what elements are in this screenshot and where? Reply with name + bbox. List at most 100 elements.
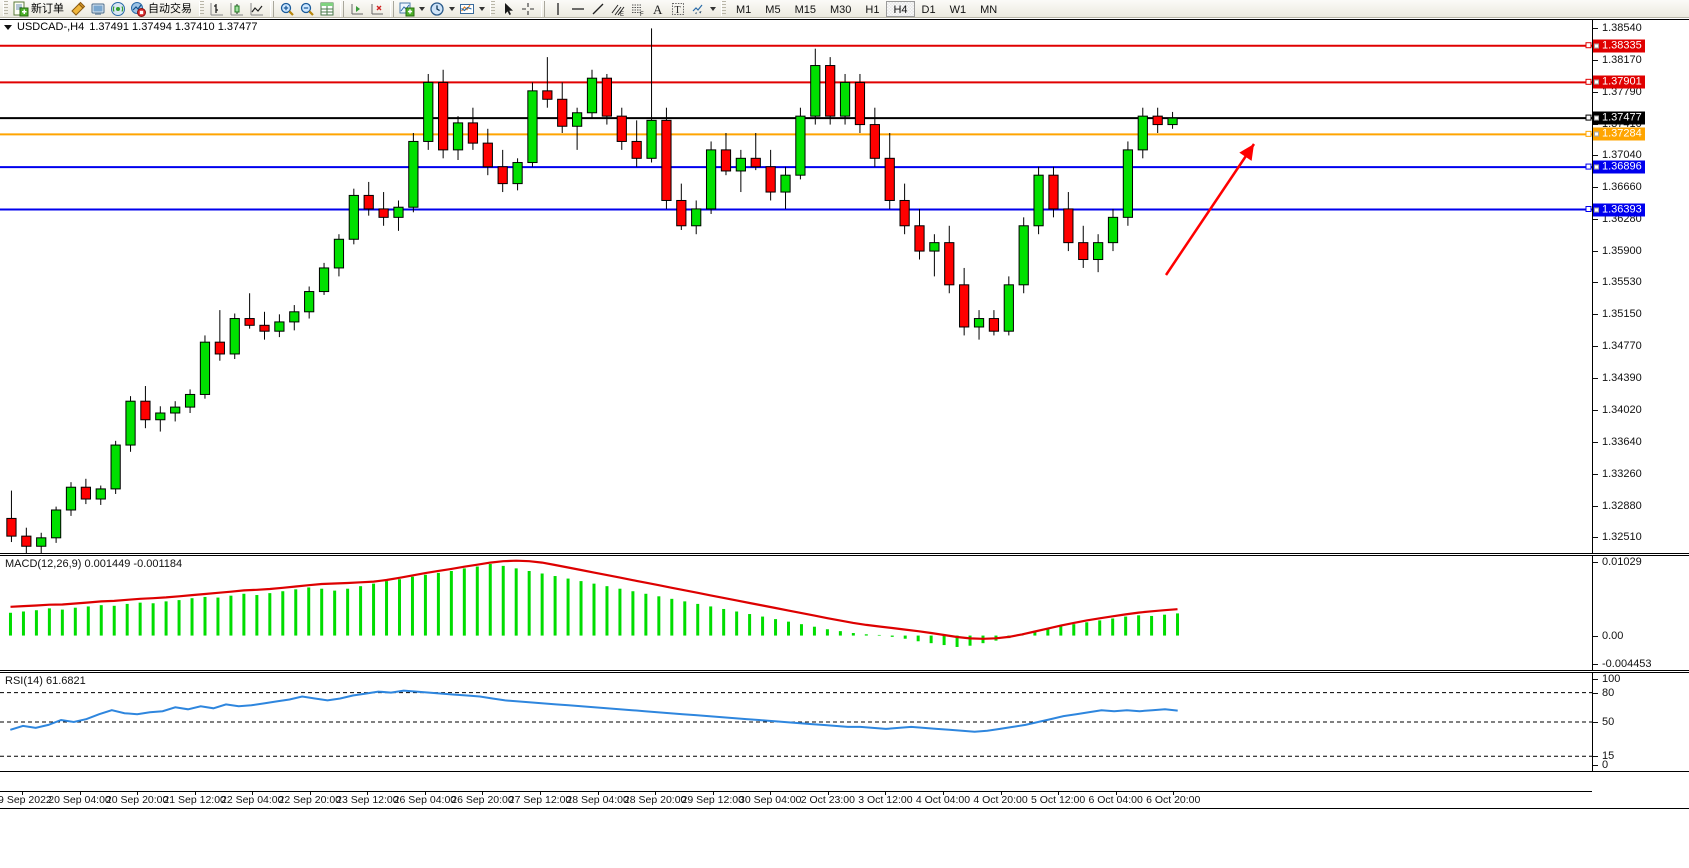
candle-body	[1107, 216, 1119, 244]
support-tag-1[interactable]: 1.36896	[1593, 160, 1645, 174]
support-tag-1-knob	[1594, 164, 1599, 170]
indicators-chevron-down-icon[interactable]	[419, 6, 425, 11]
fibonacci-tool[interactable]: F	[628, 0, 648, 18]
vertical-line-tool[interactable]	[548, 0, 568, 18]
price-tick: 1.34390	[1593, 372, 1642, 384]
templates-chevron-down-icon[interactable]	[479, 6, 485, 11]
time-tick-mark	[367, 792, 369, 795]
resistance-tag-1[interactable]: 1.38335	[1593, 39, 1645, 53]
data-window-button[interactable]	[317, 0, 337, 18]
macd-scale[interactable]: 0.01029 0.00 -0.004453	[1592, 556, 1689, 670]
rsi-tick: 15	[1593, 750, 1614, 762]
candle-body	[36, 537, 47, 547]
indicators-button[interactable]	[397, 0, 417, 18]
metaeditor-button[interactable]	[68, 0, 88, 18]
rsi-scale[interactable]: 100 80 50 15 0	[1592, 673, 1689, 771]
templates-button[interactable]	[457, 0, 477, 18]
timeframe-m30[interactable]: M30	[829, 3, 852, 16]
price-tick: 1.36660	[1593, 181, 1642, 193]
resistance-tag-2[interactable]: 1.37901	[1593, 75, 1645, 89]
candle-body	[1078, 242, 1089, 261]
periods-button[interactable]	[427, 0, 447, 18]
timeframe-w1[interactable]: W1	[949, 3, 967, 16]
clock-icon	[429, 1, 445, 17]
trendline-tool[interactable]	[588, 0, 608, 18]
candle-body	[199, 341, 211, 395]
macd-plot-area[interactable]	[0, 556, 1592, 670]
line-chart-button[interactable]	[247, 0, 267, 18]
terminal-icon	[90, 1, 106, 17]
time-tick-label: 22 Sep 04:00	[220, 794, 284, 806]
pivot-tag[interactable]: 1.37284	[1593, 127, 1645, 141]
candle-body	[467, 122, 479, 144]
last-price-line-knob[interactable]	[1585, 114, 1592, 121]
time-tick-mark	[827, 792, 829, 795]
toolbar-grip-3[interactable]	[490, 1, 495, 16]
time-tick-label: 21 Sep 12:00	[163, 794, 226, 806]
resistance-line-2-knob[interactable]	[1585, 78, 1592, 85]
bar-chart-icon	[209, 1, 225, 17]
cursor-tool[interactable]	[498, 0, 518, 18]
rsi-plot-area[interactable]	[0, 673, 1592, 771]
new-order-icon	[13, 1, 29, 17]
terminal-button[interactable]	[88, 0, 108, 18]
bullish-arrow[interactable]	[1164, 143, 1256, 276]
new-order-button[interactable]: 新订单	[11, 0, 68, 18]
signals-button[interactable]	[108, 0, 128, 18]
chart-container[interactable]: 1.385401.381701.377901.374101.370401.366…	[0, 19, 1689, 868]
auto-scroll-button[interactable]	[347, 0, 367, 18]
symbol-ohlc: 1.37491 1.37494 1.37410 1.37477	[89, 21, 258, 33]
support-tag-2-text: 1.36393	[1602, 203, 1642, 215]
candlestick-chart-button[interactable]	[227, 0, 247, 18]
timeframe-mn[interactable]: MN	[980, 3, 998, 16]
price-plot-area[interactable]	[0, 20, 1592, 553]
candle-body	[988, 318, 1000, 332]
time-tick-mark	[540, 792, 542, 795]
time-tick-label: 26 Sep 04:00	[393, 794, 457, 806]
auto-trading-button[interactable]: 自动交易	[128, 0, 196, 18]
toolbar-grip-4[interactable]	[721, 1, 726, 16]
shapes-tool[interactable]	[688, 0, 708, 18]
chart-menu-caret-icon[interactable]	[4, 24, 12, 30]
text-label-tool[interactable]: T	[668, 0, 688, 18]
candle-body	[452, 122, 464, 151]
macd-pane[interactable]: MACD(12,26,9) 0.001449 -0.001184 0.01029…	[0, 555, 1689, 671]
last-price-tag[interactable]: 1.37477	[1593, 111, 1645, 125]
support-line-2-knob[interactable]	[1585, 206, 1592, 213]
timeframe-m15[interactable]: M15	[794, 3, 816, 16]
time-tick-mark	[424, 792, 426, 795]
zoom-in-button[interactable]	[277, 0, 297, 18]
candle-body	[214, 341, 225, 355]
support-tag-2[interactable]: 1.36393	[1593, 203, 1645, 216]
bar-chart-button[interactable]	[207, 0, 227, 18]
toolbar-grip-2[interactable]	[199, 1, 204, 16]
rsi-pane[interactable]: RSI(14) 61.6821 100 80 50 15 0	[0, 672, 1689, 772]
shapes-chevron-down-icon[interactable]	[710, 6, 716, 11]
time-tick-label: 6 Oct 04:00	[1088, 794, 1143, 806]
candle-body	[95, 488, 106, 500]
toolbar-grip[interactable]	[3, 1, 8, 16]
candle-body	[869, 124, 880, 159]
price-scale[interactable]: 1.385401.381701.377901.374101.370401.366…	[1592, 20, 1689, 553]
timeframe-h4[interactable]: H4	[886, 0, 915, 17]
resistance-line-1-knob[interactable]	[1585, 42, 1592, 49]
candle-body	[110, 444, 121, 490]
zoom-out-button[interactable]	[297, 0, 317, 18]
timeframe-h1[interactable]: H1	[865, 3, 880, 16]
periods-chevron-down-icon[interactable]	[449, 6, 455, 11]
timeframe-d1[interactable]: D1	[921, 3, 936, 16]
timeframe-m5[interactable]: M5	[765, 3, 781, 16]
svg-text:T: T	[675, 5, 681, 16]
support-line-1-knob[interactable]	[1585, 163, 1592, 170]
time-tick-label: 20 Sep 04:00	[48, 794, 111, 806]
horizontal-line-tool[interactable]	[568, 0, 588, 18]
text-tool[interactable]: A	[648, 0, 668, 18]
price-pane[interactable]: 1.385401.381701.377901.374101.370401.366…	[0, 19, 1689, 554]
timeframe-m1[interactable]: M1	[736, 3, 752, 16]
crosshair-tool[interactable]	[518, 0, 538, 18]
equidistant-channel-tool[interactable]: E	[608, 0, 628, 18]
pivot-line-knob[interactable]	[1585, 130, 1592, 137]
chart-shift-button[interactable]	[367, 0, 387, 18]
candle-body	[423, 81, 434, 142]
candle-body	[318, 267, 330, 293]
